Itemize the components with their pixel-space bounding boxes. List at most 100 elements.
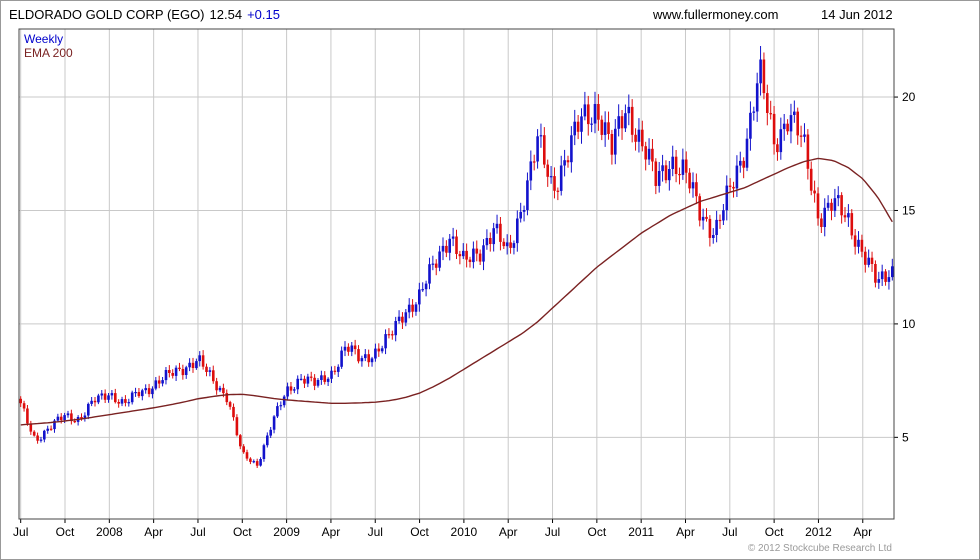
candle-body	[468, 259, 472, 262]
candle-body	[208, 370, 212, 372]
copyright-notice: © 2012 Stockcube Research Ltd	[747, 543, 892, 554]
candle-body	[97, 395, 100, 403]
candle-body	[630, 106, 634, 135]
candles	[19, 46, 894, 468]
candle-body	[759, 59, 762, 84]
candle-body	[455, 236, 458, 254]
candle-body	[225, 393, 229, 403]
candle-body	[313, 377, 316, 386]
candle-body	[887, 277, 891, 282]
x-axis-label: Oct	[410, 525, 429, 539]
candle-body	[850, 213, 854, 236]
candle-body	[796, 111, 799, 136]
candle-body	[860, 239, 864, 252]
candle-body	[786, 123, 789, 132]
timeframe-label: Weekly	[24, 32, 64, 46]
candle-body	[701, 216, 705, 221]
candle-body	[627, 106, 631, 114]
candle-body	[809, 168, 813, 191]
candle-body	[857, 239, 860, 247]
candle-body	[529, 161, 533, 181]
x-axis-label: 2009	[273, 525, 300, 539]
candle-body	[114, 393, 117, 403]
candle-body	[803, 134, 806, 137]
candle-body	[641, 129, 644, 147]
x-axis-label: 2011	[628, 525, 654, 539]
candle-body	[73, 421, 76, 423]
candle-body	[728, 185, 732, 187]
candle-body	[840, 195, 843, 216]
candle-body	[53, 420, 56, 430]
candle-body	[671, 156, 674, 169]
candle-body	[110, 393, 114, 396]
candle-body	[593, 104, 597, 124]
candle-body	[644, 146, 647, 160]
x-axis-label: Apr	[499, 525, 518, 539]
candle-body	[691, 182, 695, 189]
candle-body	[252, 461, 256, 463]
candle-body	[634, 134, 637, 142]
candle-body	[29, 423, 33, 432]
candle-body	[620, 116, 624, 129]
x-axis-label: 2010	[451, 525, 478, 539]
candle-body	[43, 430, 46, 440]
candle-body	[239, 435, 242, 447]
candle-body	[272, 416, 276, 430]
candle-body	[269, 429, 272, 436]
candle-body	[725, 185, 729, 211]
candle-body	[755, 83, 759, 112]
x-axis-label: Apr	[853, 525, 872, 539]
candle-body	[718, 219, 722, 222]
candle-body	[350, 345, 354, 352]
candle-body	[546, 164, 549, 177]
x-axis-label: Oct	[588, 525, 607, 539]
candle-body	[353, 345, 357, 350]
candle-body	[482, 245, 485, 262]
candle-body	[806, 134, 810, 169]
candle-body	[539, 135, 543, 137]
candle-body	[522, 210, 526, 212]
candle-body	[509, 242, 512, 248]
candle-body	[553, 176, 556, 191]
candle-body	[715, 219, 718, 235]
x-axis-label: Jul	[368, 525, 383, 539]
candle-body	[22, 403, 26, 409]
candle-body	[323, 375, 326, 382]
x-axis-label: Apr	[144, 525, 163, 539]
candle-body	[681, 159, 685, 175]
y-axis-label: 20	[902, 90, 916, 104]
candle-body	[70, 413, 73, 422]
candle-body	[374, 348, 377, 359]
candle-body	[418, 289, 421, 305]
candle-body	[614, 128, 617, 155]
candle-body	[830, 202, 833, 211]
candle-body	[451, 236, 455, 239]
candle-body	[130, 392, 134, 403]
candle-body	[745, 138, 749, 168]
candle-body	[218, 387, 222, 391]
candle-body	[320, 375, 323, 380]
candle-body	[184, 367, 188, 375]
candle-body	[154, 380, 158, 389]
candle-body	[364, 354, 367, 359]
candle-body	[434, 263, 438, 268]
website-label: www.fullermoney.com	[653, 7, 779, 22]
candle-body	[799, 135, 803, 137]
candle-body	[465, 250, 468, 260]
x-axis-label: Jul	[190, 525, 205, 539]
candle-body	[478, 253, 482, 262]
candle-body	[674, 156, 678, 174]
candle-body	[793, 111, 796, 115]
candle-body	[779, 129, 783, 153]
candle-body	[789, 115, 793, 132]
candle-body	[651, 148, 654, 162]
candle-body	[127, 402, 131, 404]
candle-body	[512, 243, 516, 248]
candle-body	[340, 350, 343, 367]
candle-body	[722, 210, 725, 221]
candle-body	[407, 304, 411, 313]
candle-body	[191, 362, 195, 368]
candle-body	[516, 218, 519, 244]
x-axis-label: Apr	[676, 525, 695, 539]
candle-body	[87, 403, 90, 416]
